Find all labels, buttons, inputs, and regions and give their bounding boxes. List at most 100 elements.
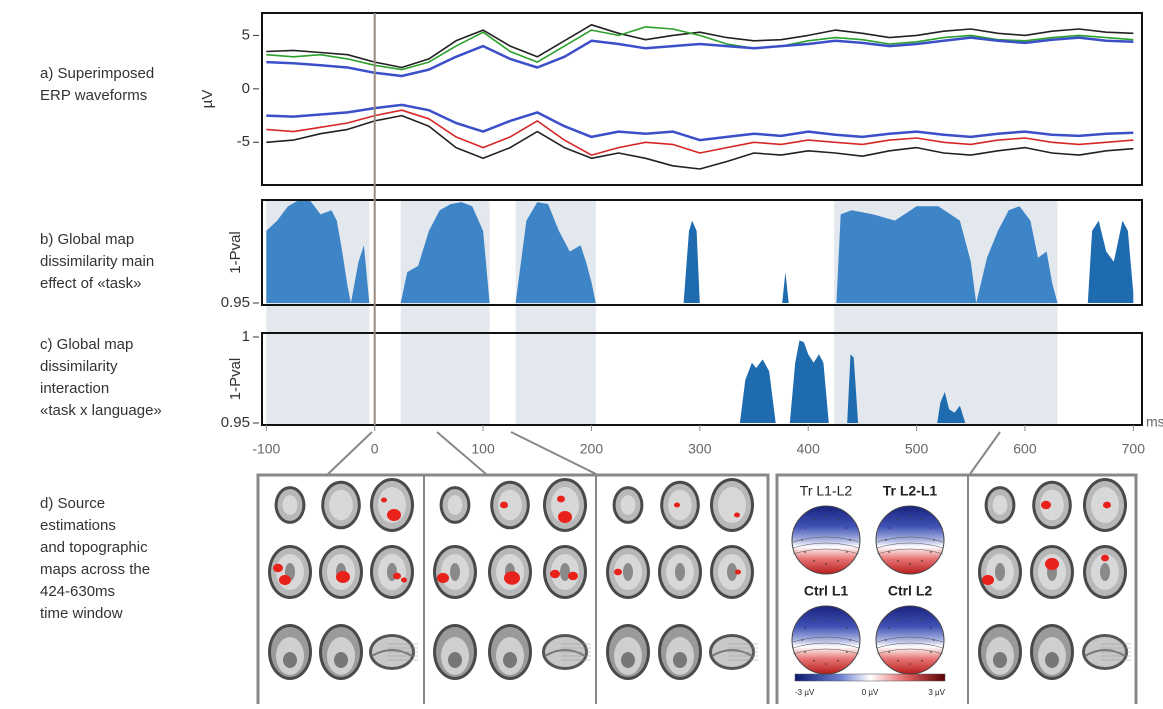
significance-area (1088, 221, 1134, 303)
brain-slice (621, 495, 636, 515)
activation-blob (1041, 501, 1051, 510)
brain-slice (1100, 563, 1110, 581)
activation-blob (504, 571, 520, 585)
x-tick-label: 400 (797, 441, 821, 457)
electrode (885, 639, 887, 641)
panel-label: dissimilarity main (40, 253, 154, 270)
topomap-label: Ctrl L2 (888, 583, 933, 599)
activation-blob (393, 573, 401, 580)
colorbar (795, 674, 945, 681)
brain-slice (448, 652, 462, 668)
x-tick-label: 0 (371, 441, 379, 457)
electrode (921, 518, 923, 520)
electrode (804, 527, 806, 529)
panel-label: and topographic (40, 539, 148, 556)
y-tick-label: 0.95 (221, 294, 250, 311)
electrode (909, 515, 911, 517)
electrode (846, 527, 848, 529)
electrode (825, 563, 827, 565)
electrode (813, 560, 815, 562)
panel-label: interaction (40, 380, 109, 397)
brain-slice (448, 495, 463, 515)
panel-label: b) Global map (40, 231, 134, 248)
panel-label: 424-630ms (40, 583, 115, 600)
panel-label: effect of «task» (40, 275, 141, 292)
electrode (849, 639, 851, 641)
panel-label: a) Superimposed (40, 65, 154, 82)
electrode (813, 618, 815, 620)
brain-slice (450, 563, 460, 581)
electrode (909, 663, 911, 665)
y-axis-label: 1-Pval (227, 231, 244, 274)
brain-slice (560, 563, 570, 581)
activation-blob (279, 575, 291, 585)
electrode (849, 539, 851, 541)
activation-blob (1103, 502, 1111, 509)
significance-area (684, 221, 700, 303)
electrode (837, 560, 839, 562)
y-tick-label: 0.95 (221, 414, 250, 431)
electrode (921, 660, 923, 662)
activation-blob (273, 564, 283, 573)
y-tick-label: 5 (242, 26, 250, 43)
significance-area (740, 359, 776, 423)
activation-blob (550, 570, 560, 579)
significance-area (782, 272, 789, 303)
activation-blob (387, 509, 401, 521)
x-tick-label: 200 (580, 441, 604, 457)
electrode (930, 627, 932, 629)
electrode (813, 518, 815, 520)
brain-slice (675, 563, 685, 581)
brain-slice (993, 652, 1007, 668)
waveform (266, 25, 1133, 68)
activation-blob (734, 512, 740, 517)
electrode (846, 627, 848, 629)
y-tick-label: 1 (242, 328, 250, 345)
activation-blob (437, 573, 449, 583)
electrode (921, 560, 923, 562)
electrode (813, 660, 815, 662)
panel-label: c) Global map (40, 336, 133, 353)
activation-blob (557, 496, 565, 503)
electrode (921, 618, 923, 620)
electrode (933, 539, 935, 541)
electrode (825, 615, 827, 617)
brain-slice (503, 652, 517, 668)
electrode (888, 551, 890, 553)
panel-label: estimations (40, 517, 116, 534)
electrode (930, 527, 932, 529)
plot-frame (262, 13, 1142, 185)
brain-slice (334, 652, 348, 668)
panel-label: time window (40, 605, 123, 622)
electrode (804, 651, 806, 653)
topomap-label: Ctrl L1 (804, 583, 849, 599)
electrode (837, 618, 839, 620)
brain-slice (283, 652, 297, 668)
significance-area (790, 340, 829, 423)
activation-blob (735, 569, 741, 574)
figure: 50-5µVa) SuperimposedERP waveforms0.951-… (0, 0, 1163, 704)
electrode (804, 627, 806, 629)
electrode (933, 639, 935, 641)
activation-blob (982, 575, 994, 585)
electrode (888, 627, 890, 629)
activation-blob (558, 511, 572, 523)
waveform (266, 105, 1133, 140)
electrode (897, 660, 899, 662)
brain-slice (673, 652, 687, 668)
activation-blob (1045, 558, 1059, 570)
colorbar-label: -3 µV (795, 688, 815, 697)
y-tick-label: 0 (242, 80, 250, 97)
x-tick-label: 600 (1013, 441, 1037, 457)
x-tick-label: 700 (1122, 441, 1146, 457)
electrode (846, 551, 848, 553)
electrode (804, 551, 806, 553)
activation-blob (1101, 555, 1109, 562)
x-tick-label: 100 (471, 441, 495, 457)
x-tick-label: 500 (905, 441, 929, 457)
electrode (888, 527, 890, 529)
connector (328, 432, 372, 474)
electrode (885, 539, 887, 541)
electrode (837, 660, 839, 662)
panel-label: d) Source (40, 495, 105, 512)
